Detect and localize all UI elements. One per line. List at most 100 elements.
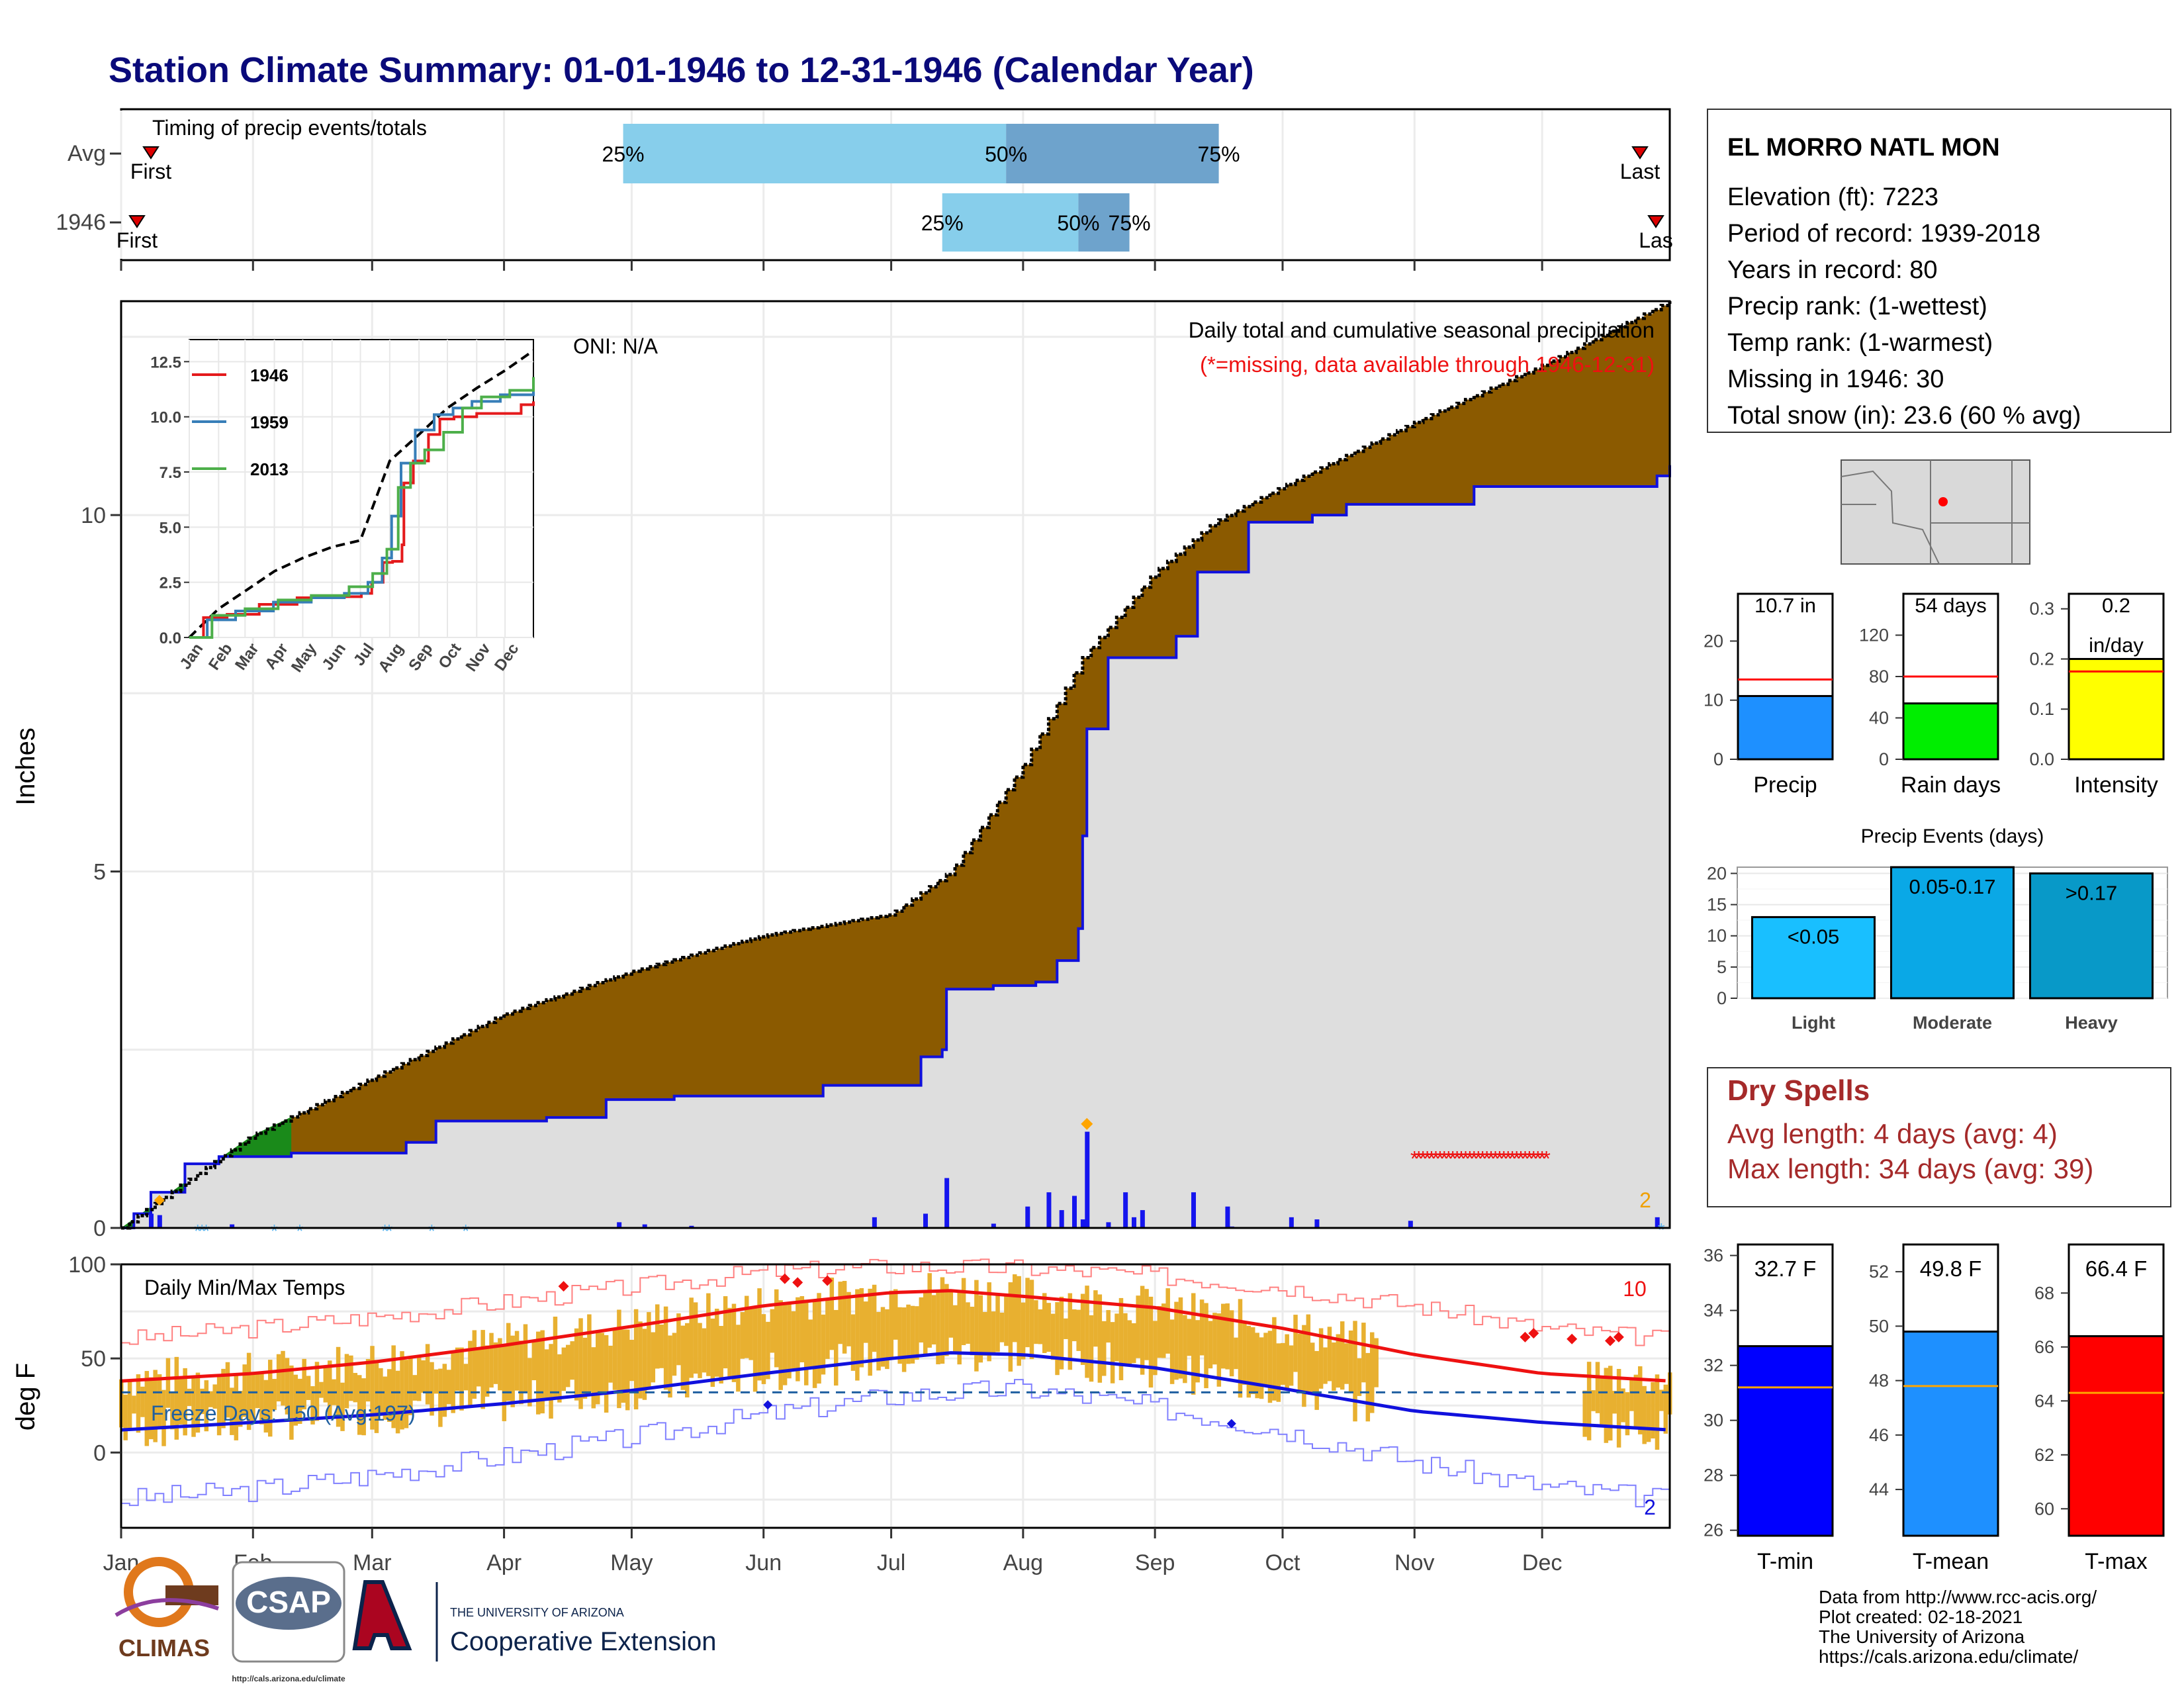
precip-ytick-label: 0 <box>93 1216 106 1241</box>
dry-spell-marker: * <box>1453 1147 1461 1170</box>
daily-temp-bar <box>1123 1313 1128 1366</box>
max-event-marker <box>1081 1117 1093 1130</box>
daily-temp-bar <box>970 1306 975 1356</box>
daily-temp-bar <box>179 1379 183 1425</box>
daily-temp-bar <box>1199 1299 1205 1356</box>
daily-precip-bar <box>1106 1222 1111 1228</box>
daily-temp-bar <box>161 1389 166 1446</box>
events-ytick-label: 5 <box>1717 957 1727 977</box>
daily-temp-bar <box>596 1330 600 1405</box>
daily-temp-bar <box>923 1291 928 1355</box>
daily-temp-bar <box>433 1369 439 1394</box>
climas-logo: CLIMAS <box>114 1557 219 1662</box>
daily-precip-bar <box>1132 1217 1136 1228</box>
daily-temp-bar <box>374 1360 379 1433</box>
daily-temp-bar <box>1136 1295 1140 1358</box>
tmax-summary-ytick-label: 60 <box>2034 1499 2054 1519</box>
daily-temp-bar <box>608 1345 613 1383</box>
daily-temp-bar <box>1361 1323 1366 1383</box>
daily-temp-bar <box>408 1356 413 1415</box>
month-tick-label: Dec <box>1522 1550 1562 1575</box>
temp-ylabel: deg F <box>11 1363 40 1430</box>
daily-temp-bar <box>906 1304 911 1364</box>
daily-temp-bar <box>723 1296 728 1369</box>
footer-line-2: Plot created: 02-18-2021 <box>1819 1607 2023 1627</box>
events-xtick-label: Light <box>1792 1013 1835 1033</box>
precip-summary-ytick-label: 20 <box>1704 631 1723 651</box>
inset-line-2013 <box>189 377 535 639</box>
daily-temp-bar <box>1272 1317 1277 1401</box>
daily-temp-bar <box>272 1379 277 1411</box>
daily-precip-bar <box>1225 1206 1230 1228</box>
daily-temp-bar <box>1642 1385 1647 1444</box>
daily-temp-bar <box>1106 1310 1111 1343</box>
daily-temp-bar <box>1348 1330 1353 1392</box>
daily-temp-bar <box>931 1295 936 1345</box>
daily-temp-bar <box>821 1314 826 1375</box>
daily-temp-bar <box>796 1297 800 1382</box>
daily-temp-bar <box>715 1308 719 1377</box>
daily-temp-bar <box>344 1354 349 1409</box>
daily-temp-bar <box>1161 1303 1166 1358</box>
daily-precip-bar <box>157 1215 162 1228</box>
daily-temp-bar <box>719 1326 723 1384</box>
avg-tmin-line <box>120 1351 1666 1432</box>
daily-temp-bar <box>391 1345 396 1429</box>
intensity-summary-ytick-label: 0.0 <box>2029 749 2054 769</box>
daily-temp-bar <box>1370 1332 1375 1413</box>
daily-temp-bar <box>915 1306 919 1360</box>
daily-temp-bar <box>1025 1278 1030 1348</box>
snow-marker: * <box>428 1221 435 1241</box>
year-cumulative-line <box>121 465 1671 1229</box>
daily-temp-bar <box>1187 1319 1192 1356</box>
station-location-marker <box>1938 497 1948 506</box>
month-tick-label: May <box>610 1550 653 1575</box>
station-info-line: Total snow (in): 23.6 (60 % avg) <box>1727 402 2081 430</box>
daily-temp-bar <box>502 1345 507 1421</box>
precip-chart-subtitle: (*=missing, data available through 1946-… <box>1200 352 1655 377</box>
daily-temp-bar <box>578 1318 583 1409</box>
daily-precip-bar <box>149 1213 154 1228</box>
dry-spell-marker: * <box>1487 1147 1495 1170</box>
daily-temp-bar <box>132 1395 136 1414</box>
avg-tmax-line <box>120 1289 1666 1383</box>
daily-temp-bar <box>808 1319 813 1369</box>
daily-temp-bar <box>880 1307 886 1367</box>
tmin-summary-label: T-min <box>1757 1549 1813 1574</box>
dry-spell-marker: * <box>1521 1147 1529 1170</box>
daily-temp-bar <box>281 1350 285 1406</box>
daily-temp-bar <box>702 1328 707 1373</box>
csap-logo: CSAP http://cals.arizona.edu/climate <box>232 1561 345 1683</box>
daily-temp-bar <box>298 1378 302 1424</box>
daily-temp-bar <box>859 1288 864 1368</box>
daily-precip-bar <box>1191 1192 1196 1228</box>
daily-temp-bar <box>144 1371 150 1446</box>
daily-temp-bar <box>328 1360 332 1419</box>
daily-temp-bar <box>336 1346 341 1427</box>
daily-temp-bar <box>412 1375 418 1401</box>
daily-temp-bar <box>230 1387 234 1435</box>
avg-cumulative-line <box>121 301 1672 1230</box>
daily-temp-bar <box>782 1303 788 1385</box>
daily-temp-bar <box>957 1292 962 1365</box>
daily-temp-bar <box>1169 1319 1175 1384</box>
daily-temp-bar <box>1021 1302 1026 1360</box>
station-info-box: EL MORRO NATL MON Elevation (ft): 7223 Pe… <box>1707 109 2171 433</box>
dry-spell-marker: * <box>1512 1147 1520 1170</box>
first-event-marker <box>142 146 159 160</box>
daily-temp-bar <box>1608 1366 1613 1441</box>
daily-temp-bar <box>1297 1333 1302 1391</box>
daily-temp-bar <box>442 1364 447 1417</box>
rain-days-summary-ytick-label: 0 <box>1879 749 1889 769</box>
quartile-label-75: 75% <box>1198 142 1240 166</box>
daily-temp-bar <box>983 1311 987 1356</box>
daily-temp-bar <box>340 1382 345 1431</box>
tmean-summary-bar <box>1902 1331 1999 1537</box>
daily-temp-bar <box>1229 1310 1234 1377</box>
freeze-days-label: Freeze Days: 150 (Avg:197) <box>151 1401 416 1425</box>
daily-temp-bar <box>1293 1315 1298 1372</box>
intensity-summary-bar <box>2068 657 2165 761</box>
daily-temp-bar <box>872 1284 877 1352</box>
daily-temp-bar <box>1646 1393 1651 1442</box>
